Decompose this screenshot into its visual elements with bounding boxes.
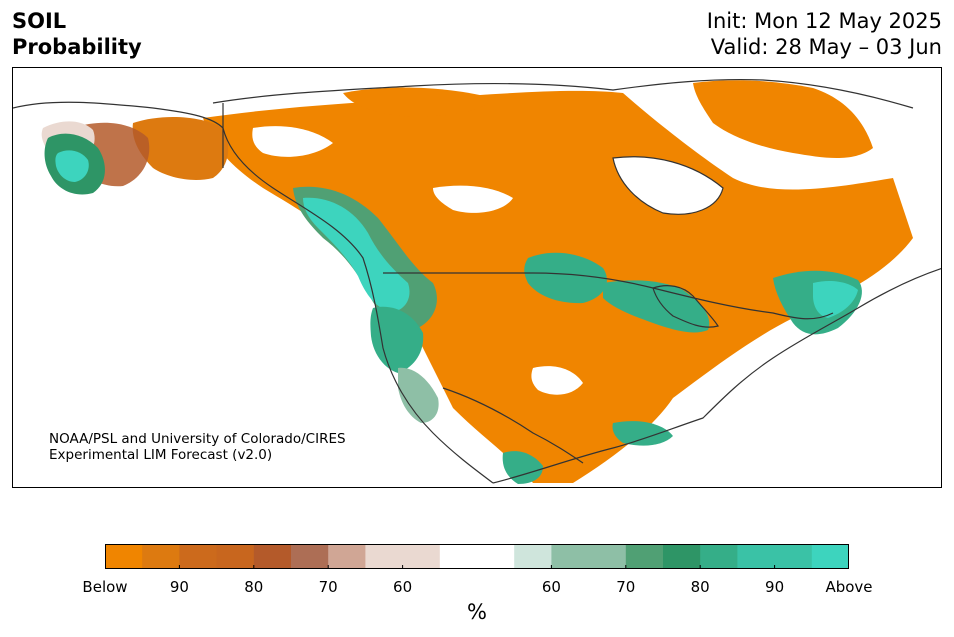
colorbar-tick-label: Below <box>82 578 128 596</box>
map-svg <box>13 78 941 484</box>
colorbar-swatch <box>105 544 143 569</box>
colorbar-tick-label: 60 <box>541 578 561 596</box>
below-region-north <box>343 87 493 117</box>
colorbar-tick-label: 90 <box>765 578 785 596</box>
map-title: SOIL Probability <box>12 8 142 60</box>
colorbar-swatch <box>737 544 813 569</box>
above-region-gulf-coast <box>612 421 673 446</box>
coastline-arctic <box>212 78 914 109</box>
colorbar-swatch <box>439 544 515 569</box>
above-region-pacific-nw <box>370 306 424 373</box>
probability-fields <box>41 80 913 484</box>
title-metric: Probability <box>12 35 142 59</box>
title-variable: SOIL <box>12 9 67 33</box>
coastline-gulf <box>492 268 941 484</box>
border-mexico <box>442 387 584 464</box>
above-region-prairies <box>524 252 607 304</box>
above-region-texas-south <box>502 451 543 484</box>
colorbar-swatch <box>551 544 627 569</box>
credit-text: NOAA/PSL and University of Colorado/CIRE… <box>49 431 346 463</box>
colorbar-tick-label: Above <box>825 578 873 596</box>
great-lakes <box>652 285 719 328</box>
colorbar-tick-label: 70 <box>616 578 636 596</box>
neutral-gap-2 <box>433 185 513 213</box>
hudson-bay <box>612 156 724 215</box>
map-outlines <box>13 78 941 484</box>
forecast-dates: Init: Mon 12 May 2025 Valid: 28 May – 03… <box>707 8 942 60</box>
colorbar-swatch <box>253 544 292 569</box>
colorbar-tick-label: 90 <box>169 578 189 596</box>
border-us-canada <box>383 272 834 320</box>
colorbar-swatch <box>216 544 255 569</box>
coastline-west <box>13 101 494 484</box>
credit-line-2: Experimental LIM Forecast (v2.0) <box>49 447 273 463</box>
above-region-northeast-core <box>813 280 858 318</box>
neutral-gap-1 <box>252 126 333 157</box>
neutral-gap-4 <box>531 366 583 395</box>
colorbar-swatch <box>811 544 849 569</box>
colorbar-swatch <box>365 544 441 569</box>
colorbar-tick-label: 80 <box>690 578 710 596</box>
below-region-alaska <box>132 116 229 180</box>
forecast-map <box>12 67 942 488</box>
colorbar-swatch <box>291 544 329 569</box>
colorbar-swatch <box>514 544 552 569</box>
colorbar-swatch <box>328 544 366 569</box>
below-region-east-canada <box>693 80 873 158</box>
colorbar-swatch <box>625 544 664 569</box>
colorbar-swatch <box>142 544 180 569</box>
colorbar-tick-label: 70 <box>318 578 338 596</box>
valid-date: Valid: 28 May – 03 Jun <box>710 35 942 59</box>
colorbar-swatch <box>700 544 738 569</box>
colorbar-tick-label: 60 <box>393 578 413 596</box>
above-region-great-lakes <box>603 280 710 333</box>
credit-line-1: NOAA/PSL and University of Colorado/CIRE… <box>49 431 346 447</box>
above-region-southwest <box>398 367 439 423</box>
colorbar-unit: % <box>467 600 487 624</box>
init-date: Init: Mon 12 May 2025 <box>706 9 942 33</box>
colorbar-swatch <box>663 544 701 569</box>
colorbar-swatch <box>179 544 218 569</box>
colorbar-tick-label: 80 <box>244 578 264 596</box>
colorbar <box>105 544 849 569</box>
colorbar-border <box>105 544 849 569</box>
above-region-bc-core <box>303 197 410 312</box>
above-region-alaska-core <box>55 150 89 182</box>
